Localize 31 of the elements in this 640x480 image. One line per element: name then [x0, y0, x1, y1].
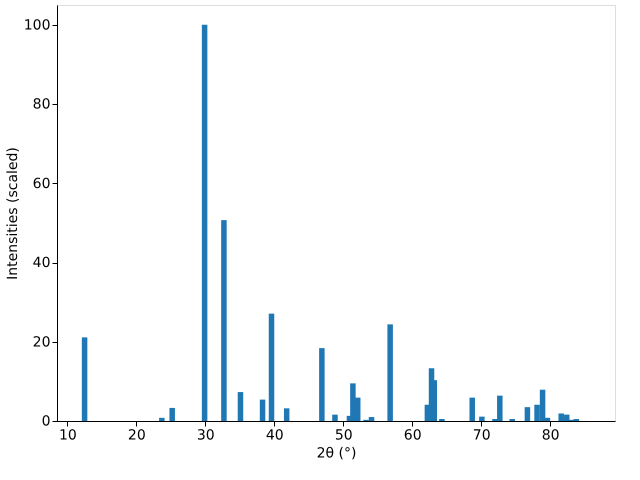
bar	[479, 416, 485, 421]
y-tick-label: 0	[42, 414, 50, 430]
bar	[169, 408, 175, 421]
y-axis-title: Intensities (scaled)	[4, 147, 21, 280]
x-tick-label: 80	[542, 428, 560, 444]
x-tick-label: 30	[196, 428, 215, 444]
x-tick-label: 20	[128, 428, 146, 444]
bar	[202, 24, 208, 421]
y-tick-label: 40	[32, 255, 50, 272]
bar	[524, 407, 530, 421]
bar	[159, 418, 165, 421]
x-tick-label: 10	[58, 428, 77, 444]
bar	[82, 337, 88, 421]
y-tick-label: 100	[24, 17, 50, 34]
x-tick-label: 70	[472, 428, 491, 444]
x-tick-label: 60	[404, 428, 422, 444]
bar	[469, 398, 475, 421]
bar	[260, 400, 266, 421]
bar	[284, 408, 290, 421]
bar	[268, 314, 274, 421]
x-axis-title: 2θ (°)	[316, 446, 356, 462]
bar	[319, 348, 325, 421]
bar	[332, 414, 338, 421]
y-tick-label: 60	[32, 176, 50, 192]
x-tick-label: 50	[334, 428, 353, 444]
x-tick-label: 40	[266, 428, 284, 444]
bar	[238, 392, 244, 421]
y-tick-label: 20	[32, 334, 50, 350]
bar	[387, 324, 393, 421]
y-tick-label: 80	[32, 96, 50, 113]
bar	[221, 220, 227, 421]
